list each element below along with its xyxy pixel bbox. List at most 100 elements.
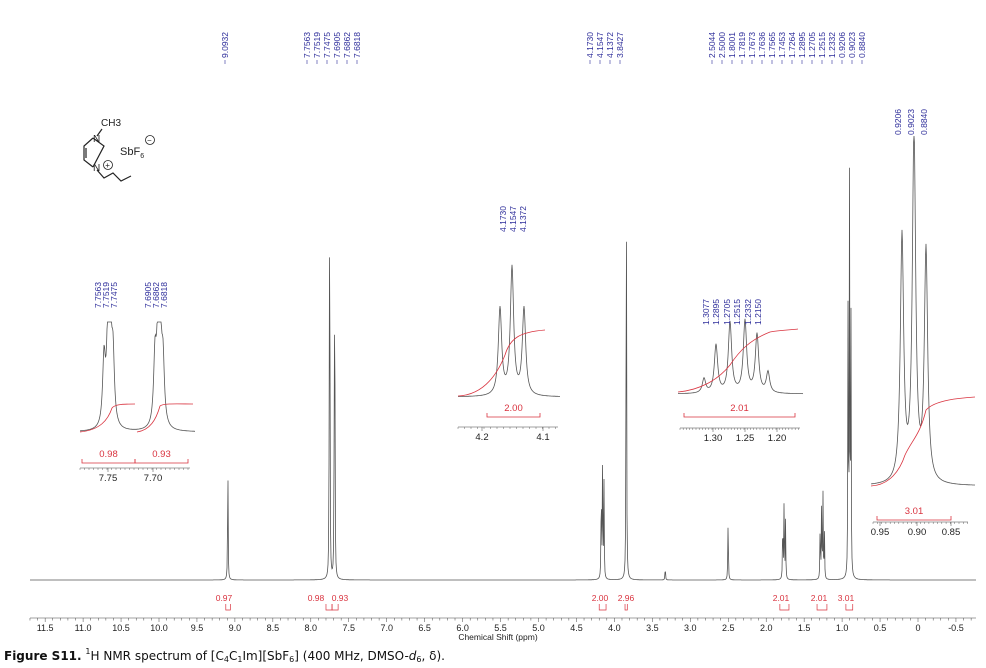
caption-text: C — [228, 649, 238, 663]
minus-sign: − — [147, 136, 152, 145]
x-tick-label: 10.0 — [150, 623, 168, 633]
x-tick-label: 6.5 — [418, 623, 431, 633]
inset-tick-label: 0.90 — [908, 527, 927, 538]
x-tick-label: 10.5 — [112, 623, 130, 633]
peak-label: 1.7819 — [737, 32, 747, 58]
integral-value: 2.96 — [618, 593, 635, 603]
peak-label: 1.8001 — [727, 32, 737, 58]
peak-label: 9.0932 — [220, 32, 230, 58]
x-tick-label: 11.0 — [75, 623, 92, 633]
svg-text:0.98: 0.98 — [99, 449, 118, 460]
plus-charge-icon — [103, 160, 113, 170]
peak-label: 0.8840 — [857, 32, 867, 58]
svg-text:0.93: 0.93 — [152, 449, 171, 460]
integral-value: 0.98 — [308, 593, 325, 603]
n1-label: N — [93, 134, 100, 145]
peak-label: 7.6905 — [143, 282, 153, 308]
peak-label: 1.2515 — [732, 299, 742, 325]
inset-tick-label: 7.70 — [144, 473, 163, 484]
peak-label: 3.8427 — [615, 32, 625, 58]
peak-label: 7.6862 — [151, 282, 161, 308]
peak-label: 7.6818 — [352, 32, 362, 58]
peak-label: 7.7475 — [322, 32, 332, 58]
inset-tick-label: 0.95 — [871, 527, 890, 538]
x-tick-label: 1.5 — [798, 623, 811, 633]
x-axis-title: Chemical Shift (ppm) — [458, 632, 538, 642]
inset-tick-label: 1.20 — [768, 433, 787, 444]
peak-label: 7.7519 — [312, 32, 322, 58]
caption-text: ] (400 MHz, DMSO- — [294, 649, 409, 663]
peak-label: 0.9206 — [837, 32, 847, 58]
plus-sign: + — [105, 161, 110, 170]
anion-label: SbF6 — [120, 146, 144, 160]
peak-label: 1.7636 — [757, 32, 767, 58]
peak-label: 1.7673 — [747, 32, 757, 58]
peak-label: 1.3077 — [701, 299, 711, 325]
peak-label: 7.7563 — [93, 282, 103, 308]
methyl-bond — [96, 128, 103, 137]
integral-value: 3.01 — [838, 593, 855, 603]
caption-text: , δ). — [421, 649, 445, 663]
minus-charge-icon — [145, 135, 155, 145]
caption-sub: 6 — [289, 655, 295, 664]
integral-value: 2.01 — [811, 593, 828, 603]
inset-tick-label: 7.75 — [99, 473, 118, 484]
inset-tick-label: 1.25 — [736, 433, 755, 444]
x-tick-label: 3.5 — [646, 623, 659, 633]
x-tick-label: 2.5 — [722, 623, 735, 633]
svg-text:3.01: 3.01 — [905, 506, 924, 517]
x-tick-label: 6.0 — [456, 623, 469, 633]
peak-label: 4.1547 — [595, 32, 605, 58]
peak-labels-top: 9.0932 7.7563 7.7519 7.7475 7.6905 7.6862 7.68… — [220, 32, 867, 64]
n3-label: N — [93, 163, 100, 174]
peak-label: 7.6862 — [342, 32, 352, 58]
imidazolium-ring — [83, 137, 105, 168]
chemical-structure: N CH3 N + SbF6 − — [83, 118, 155, 182]
x-tick-label: 9.0 — [229, 623, 242, 633]
x-tick-label: -0.5 — [948, 623, 964, 633]
caption-sup: 1 — [85, 647, 91, 656]
caption-sub: 6 — [416, 655, 422, 664]
peak-label: 7.7563 — [302, 32, 312, 58]
caption-text: Im][SbF — [242, 649, 290, 663]
caption-text: H NMR spectrum of [C — [90, 649, 224, 663]
nmr-spectrum-chart: 11.5 11.0 10.5 10.0 9.5 9.0 8.5 8.0 7.5 7.0 6.5 6.0… — [29, 32, 976, 642]
peak-label: 7.7475 — [109, 282, 119, 308]
integral-value: 2.01 — [773, 593, 790, 603]
peak-label: 7.6905 — [332, 32, 342, 58]
peak-label: 1.7565 — [767, 32, 777, 58]
peak-label: 0.9023 — [847, 32, 857, 58]
integral-value: 2.00 — [592, 593, 609, 603]
peak-label: 1.2895 — [797, 32, 807, 58]
peak-label: 0.9206 — [893, 109, 903, 135]
caption-figure-number: Figure S11. — [4, 649, 82, 663]
peak-label: 4.1730 — [585, 32, 595, 58]
svg-text:2.01: 2.01 — [730, 403, 749, 414]
peak-label: 1.2515 — [817, 32, 827, 58]
x-tick-label: 7.5 — [342, 623, 355, 633]
peak-label: 4.1372 — [605, 32, 615, 58]
peak-label: 1.2332 — [827, 32, 837, 58]
x-tick-label: 0 — [915, 623, 920, 633]
peak-label: 2.5044 — [707, 32, 717, 58]
x-tick-label: 8.5 — [267, 623, 280, 633]
x-tick-label: 3.0 — [684, 623, 697, 633]
x-tick-label: 11.5 — [37, 623, 54, 633]
methyl-label: CH3 — [101, 118, 121, 129]
x-tick-label: 0.5 — [874, 623, 887, 633]
x-tick-label: 9.5 — [191, 623, 204, 633]
x-tick-label: 5.0 — [532, 623, 545, 633]
x-tick-label: 2.0 — [760, 623, 773, 633]
peak-label: 4.1372 — [518, 206, 528, 232]
peak-label: 1.2150 — [753, 299, 763, 325]
integral-value: 0.93 — [332, 593, 349, 603]
x-tick-label: 4.0 — [608, 623, 621, 633]
peak-label: 1.2705 — [807, 32, 817, 58]
peak-label: 7.7519 — [101, 282, 111, 308]
peak-label: 1.2332 — [743, 299, 753, 325]
peak-label: 1.2895 — [711, 299, 721, 325]
x-tick-label: 8.0 — [305, 623, 318, 633]
peak-label: 0.9023 — [906, 109, 916, 135]
